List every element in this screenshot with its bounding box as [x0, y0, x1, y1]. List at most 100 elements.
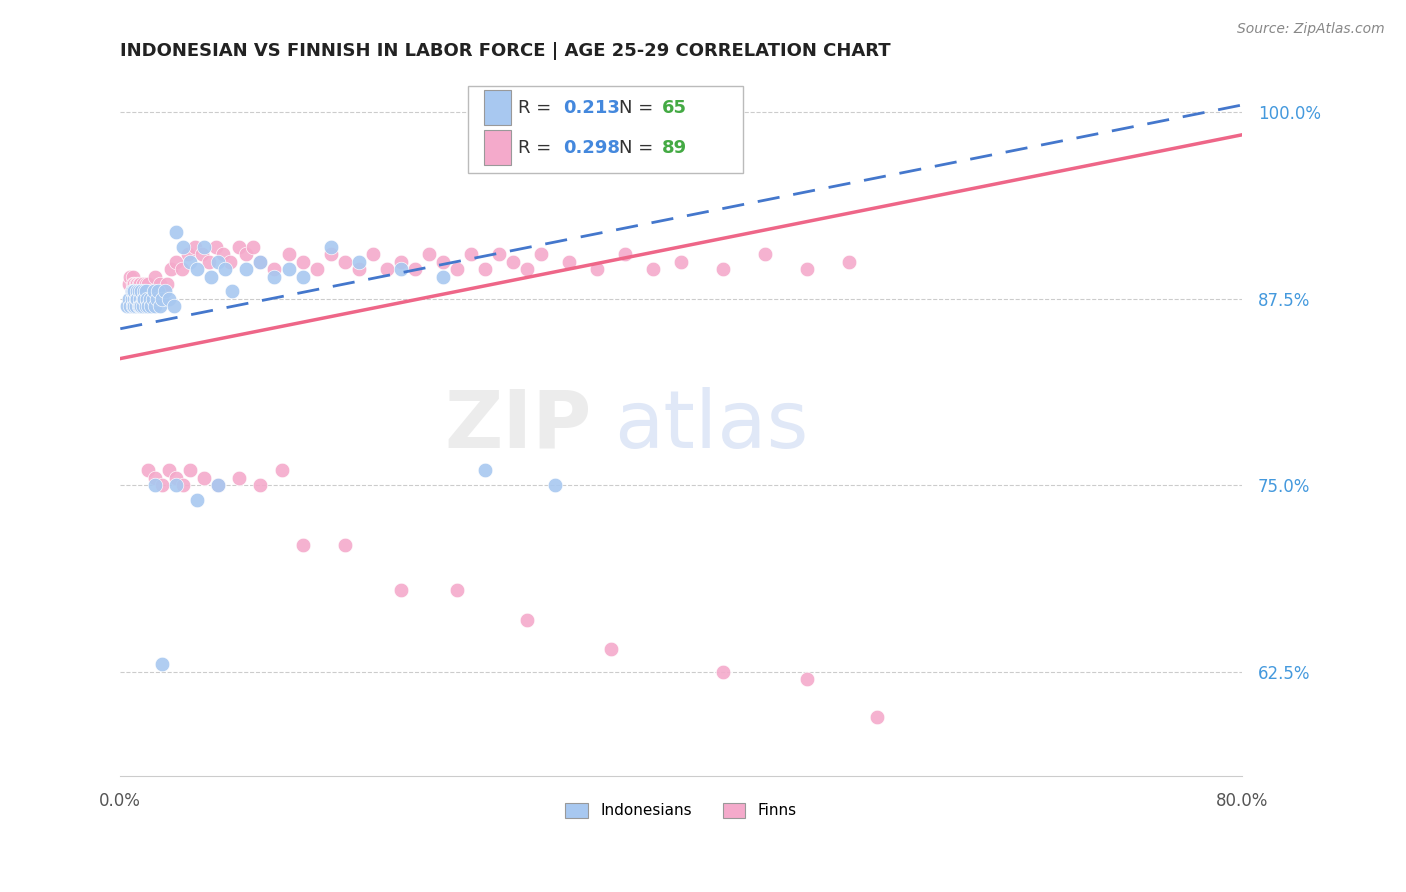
Legend: Indonesians, Finns: Indonesians, Finns [560, 797, 803, 824]
Point [170, 262, 193, 277]
Point [124, 277, 146, 291]
Point [404, 262, 426, 277]
Point [143, 478, 166, 492]
Point [122, 299, 145, 313]
Point [165, 225, 187, 239]
Point [135, 277, 157, 291]
Point [211, 247, 233, 261]
Point [125, 285, 148, 299]
Point [135, 285, 157, 299]
Text: INDONESIAN VS FINNISH IN LABOR FORCE | AGE 25-29 CORRELATION CHART: INDONESIAN VS FINNISH IN LABOR FORCE | A… [121, 42, 891, 60]
Point [291, 269, 314, 284]
Point [128, 285, 150, 299]
Point [263, 262, 285, 277]
Point [165, 254, 187, 268]
Point [183, 240, 205, 254]
Point [193, 471, 215, 485]
Point [186, 262, 208, 277]
Point [131, 285, 153, 299]
Point [122, 277, 145, 291]
Point [375, 262, 398, 277]
Point [143, 299, 166, 313]
Point [145, 292, 167, 306]
Point [150, 478, 173, 492]
Point [389, 582, 412, 597]
Point [165, 471, 187, 485]
Point [146, 285, 169, 299]
Point [128, 285, 150, 299]
Point [432, 254, 454, 268]
Text: R =: R = [519, 99, 557, 117]
Point [361, 247, 384, 261]
Point [270, 463, 292, 477]
Text: Source: ZipAtlas.com: Source: ZipAtlas.com [1237, 22, 1385, 37]
Point [228, 471, 250, 485]
Point [600, 642, 623, 657]
Point [128, 299, 150, 313]
Point [124, 299, 146, 313]
Point [159, 262, 181, 277]
Point [190, 247, 212, 261]
Point [138, 292, 160, 306]
Point [242, 240, 264, 254]
Point [129, 299, 152, 313]
Point [711, 262, 734, 277]
Point [530, 247, 553, 261]
Point [249, 254, 271, 268]
Point [291, 538, 314, 552]
Point [586, 262, 609, 277]
Point [135, 299, 157, 313]
Point [157, 292, 180, 306]
Point [754, 247, 776, 261]
Point [796, 262, 818, 277]
Point [121, 285, 143, 299]
Point [389, 254, 412, 268]
Point [249, 478, 271, 492]
Point [263, 269, 285, 284]
Point [139, 285, 162, 299]
Point [516, 613, 538, 627]
Point [669, 254, 692, 268]
Point [333, 254, 356, 268]
Point [120, 269, 142, 284]
Point [544, 478, 567, 492]
Point [124, 285, 146, 299]
Point [121, 285, 143, 299]
Point [138, 463, 160, 477]
FancyBboxPatch shape [468, 86, 742, 173]
Point [141, 292, 163, 306]
Point [165, 478, 187, 492]
Text: 89: 89 [662, 139, 688, 157]
Point [207, 478, 229, 492]
Point [148, 277, 170, 291]
Point [134, 285, 156, 299]
Point [838, 254, 860, 268]
Point [347, 254, 370, 268]
Point [235, 247, 257, 261]
Point [186, 493, 208, 508]
Text: atlas: atlas [614, 387, 808, 465]
Point [150, 292, 173, 306]
Point [157, 463, 180, 477]
Point [866, 709, 889, 723]
Point [125, 277, 148, 291]
Point [197, 254, 219, 268]
Point [319, 240, 342, 254]
Point [131, 285, 153, 299]
Point [122, 269, 145, 284]
Point [136, 285, 159, 299]
Point [127, 285, 149, 299]
Point [127, 285, 149, 299]
Point [129, 292, 152, 306]
Point [319, 247, 342, 261]
Point [127, 277, 149, 291]
Point [118, 277, 141, 291]
Point [474, 463, 496, 477]
FancyBboxPatch shape [484, 130, 510, 165]
Point [132, 299, 155, 313]
Point [179, 463, 201, 477]
Text: R =: R = [519, 139, 557, 157]
Point [558, 254, 581, 268]
Point [125, 292, 148, 306]
Point [134, 292, 156, 306]
